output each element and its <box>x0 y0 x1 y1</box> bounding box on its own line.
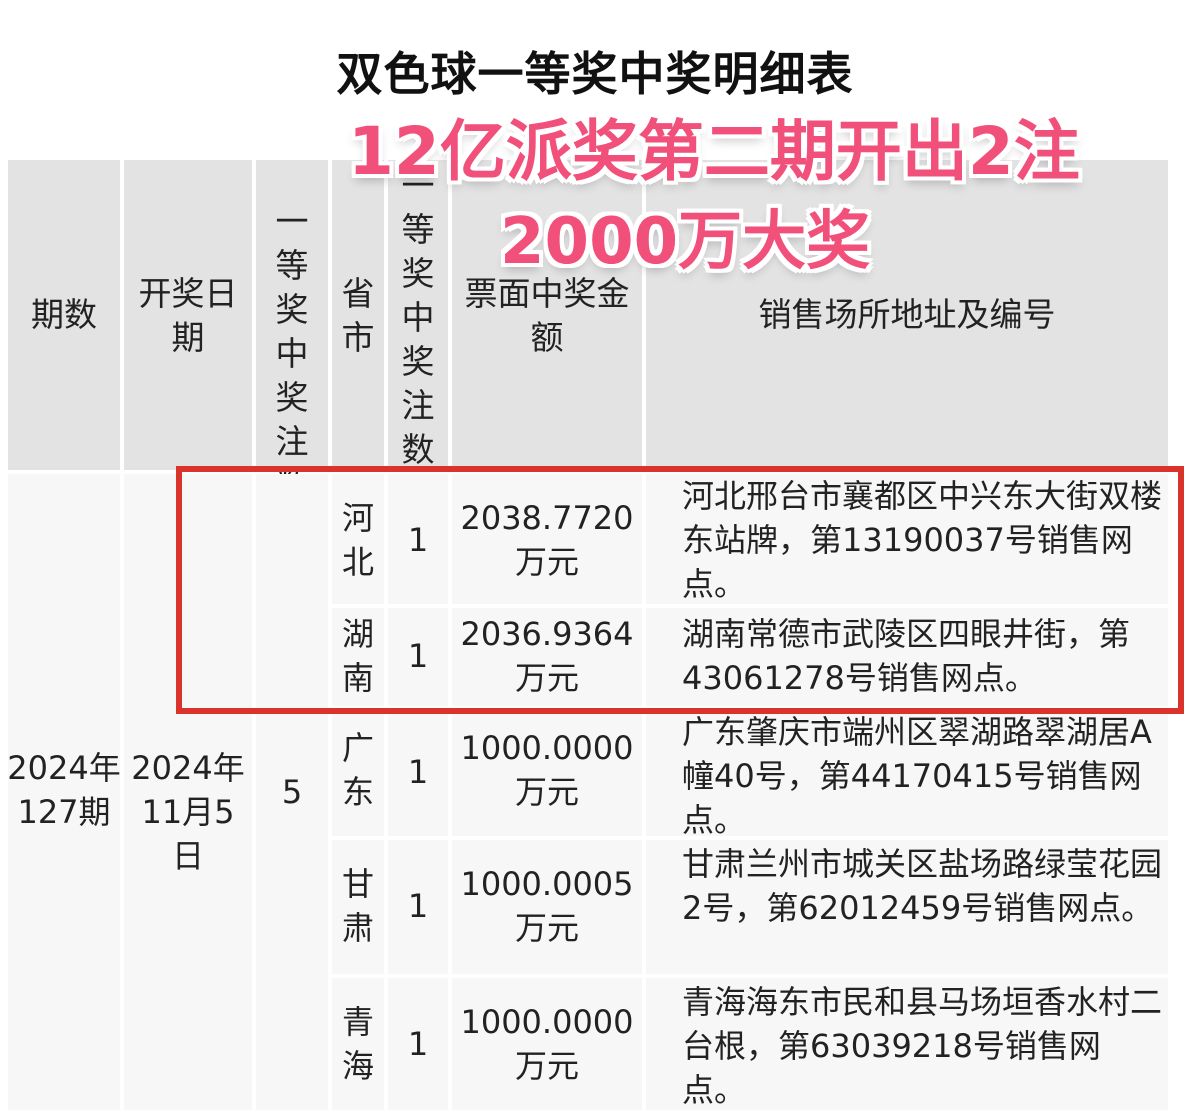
count-cell: 1 <box>388 978 448 1110</box>
header-date: 开奖日期 <box>138 274 238 357</box>
count-cell: 1 <box>388 608 448 706</box>
promo-subheadline: 2000万大奖 <box>500 205 871 279</box>
row-province: 河北 <box>341 499 374 581</box>
address-cell: 湖南常德市武陵区四眼井街，第43061278号销售网点。 <box>646 608 1168 706</box>
group-date-cell: 2024年11月5日 <box>124 474 252 1110</box>
count-cell: 1 <box>388 710 448 836</box>
group-total-cell: 5 <box>256 474 328 1110</box>
header-count: 一等奖中奖注数 <box>401 166 435 469</box>
address-cell: 广东肇庆市端州区翠湖路翠湖居A幢40号，第44170415号销售网点。 <box>646 710 1168 839</box>
count-cell: 1 <box>388 474 448 604</box>
row-count: 1 <box>407 521 429 559</box>
group-date: 2024年11月5日 <box>131 749 245 875</box>
row-address: 湖南常德市武陵区四眼井街，第43061278号销售网点。 <box>682 615 1131 697</box>
header-count-cell: 一等奖中奖注数 <box>388 160 448 470</box>
row-address: 甘肃兰州市城关区盐场路绿莹花园2号，第62012459号销售网点。 <box>682 845 1163 927</box>
header-amount: 票面中奖金额 <box>464 274 630 357</box>
header-address-cell: 销售场所地址及编号 <box>646 160 1168 470</box>
row-amount: 2036.9364万元 <box>460 615 634 697</box>
row-amount: 1000.0000万元 <box>460 1003 634 1085</box>
header-address: 销售场所地址及编号 <box>758 295 1056 334</box>
row-count: 1 <box>407 887 429 925</box>
row-province: 青海 <box>341 1003 374 1085</box>
address-cell: 甘肃兰州市城关区盐场路绿莹花园2号，第62012459号销售网点。 <box>646 840 1168 974</box>
row-amount: 1000.0000万元 <box>460 729 634 811</box>
header-amount-cell: 票面中奖金额 <box>452 160 642 470</box>
row-province: 湖南 <box>341 615 374 697</box>
row-count: 1 <box>407 637 429 675</box>
amount-cell: 1000.0000万元 <box>452 710 642 836</box>
amount-cell: 1000.0000万元 <box>452 978 642 1110</box>
province-cell: 甘肃 <box>332 840 384 974</box>
province-cell: 河北 <box>332 474 384 604</box>
group-total: 5 <box>281 773 303 811</box>
header-province-cell: 省市 <box>332 160 384 470</box>
row-amount: 2038.7720万元 <box>460 499 634 581</box>
row-address: 广东肇庆市端州区翠湖路翠湖居A幢40号，第44170415号销售网点。 <box>682 713 1152 839</box>
amount-cell: 2038.7720万元 <box>452 474 642 604</box>
amount-cell: 1000.0005万元 <box>452 840 642 974</box>
row-amount: 1000.0005万元 <box>460 865 634 947</box>
row-count: 1 <box>407 1025 429 1063</box>
group-issue: 2024年127期 <box>7 749 121 831</box>
promo-headline: 12亿派奖第二期开出2注 <box>348 113 1080 190</box>
row-province: 甘肃 <box>341 865 374 947</box>
amount-cell: 2036.9364万元 <box>452 608 642 706</box>
header-issue-cell: 期数 <box>8 160 120 470</box>
province-cell: 湖南 <box>332 608 384 706</box>
address-cell: 青海海东市民和县马场垣香水村二台根，第63039218号销售网点。 <box>646 978 1168 1110</box>
address-cell: 河北邢台市襄都区中兴东大街双楼东站牌，第13190037号销售网点。 <box>646 474 1168 604</box>
province-cell: 青海 <box>332 978 384 1110</box>
header-issue: 期数 <box>31 295 97 334</box>
row-province: 广东 <box>341 729 374 811</box>
highlight-box <box>176 466 1184 714</box>
row-address: 河北邢台市襄都区中兴东大街双楼东站牌，第13190037号销售网点。 <box>682 477 1163 603</box>
row-address: 青海海东市民和县马场垣香水村二台根，第63039218号销售网点。 <box>682 983 1163 1109</box>
row-count: 1 <box>407 753 429 791</box>
count-cell: 1 <box>388 840 448 974</box>
group-issue-cell: 2024年127期 <box>7 474 121 1110</box>
header-total-cell: 一等奖中奖注数合计 <box>256 160 328 593</box>
page-title: 双色球一等奖中奖明细表 <box>336 47 854 101</box>
header-province: 省市 <box>341 274 375 357</box>
header-date-cell: 开奖日期 <box>124 160 252 470</box>
province-cell: 广东 <box>332 710 384 836</box>
